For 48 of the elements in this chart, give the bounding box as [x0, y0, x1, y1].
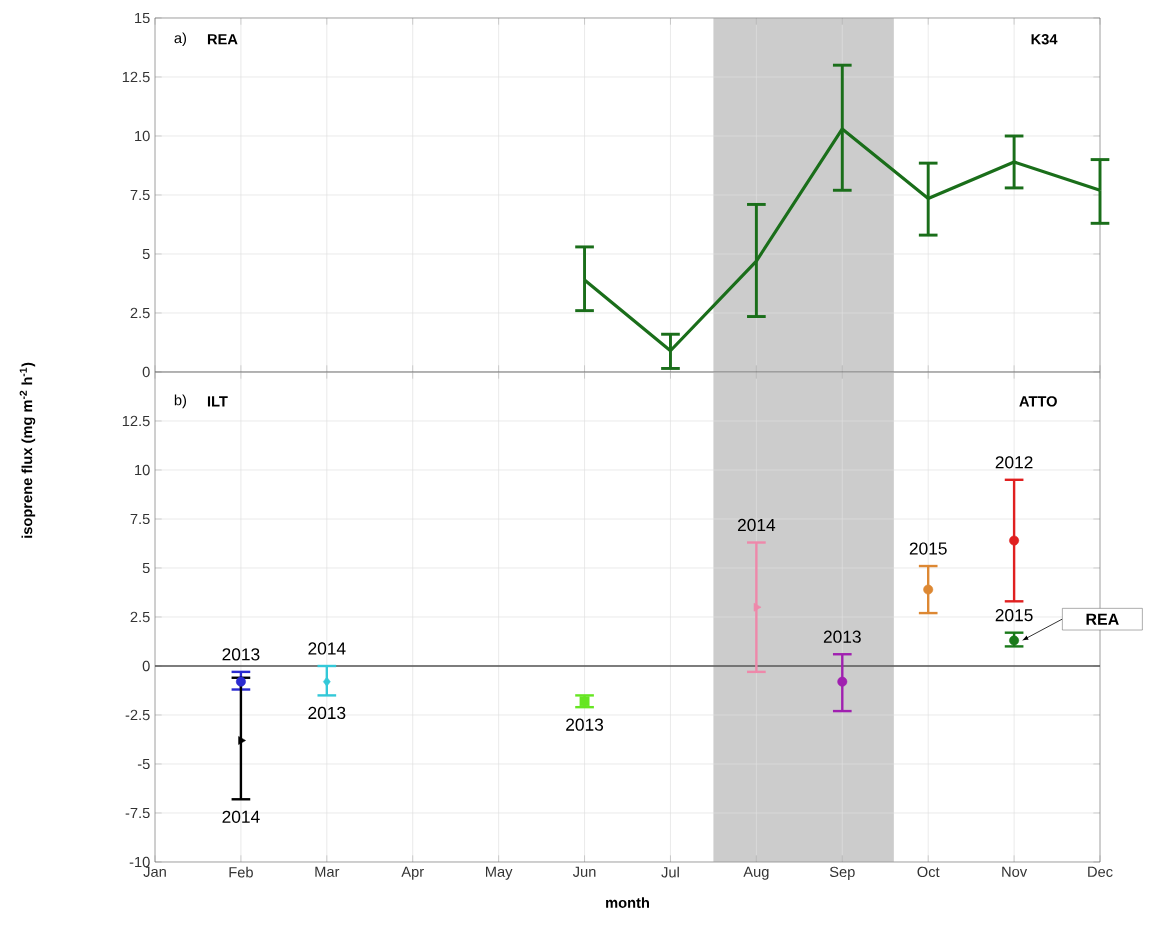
annotation: REA	[207, 34, 238, 45]
annotation: 2012	[995, 456, 1033, 469]
annotation: 2013	[566, 718, 604, 731]
x-tick-label: Sep	[829, 866, 855, 880]
annotation: 2014	[222, 810, 260, 823]
x-tick-label: Oct	[917, 866, 940, 878]
x-tick-label: Jan	[143, 866, 166, 877]
annotation: 2014	[308, 642, 346, 655]
y-tick-label: 12.5	[122, 415, 150, 427]
x-tick-label: Nov	[1002, 866, 1028, 877]
y-tick-label: 0	[142, 366, 150, 378]
y-tick-label: 5	[142, 248, 150, 260]
x-tick-label: Apr	[401, 866, 424, 880]
y-tick-label: 7.5	[130, 513, 150, 525]
x-tick-label: Jun	[572, 866, 596, 877]
y-tick-label: 12.5	[122, 71, 150, 83]
x-tick-label: Feb	[229, 866, 253, 878]
annotation: a)	[174, 32, 187, 47]
y-tick-label: 10	[135, 130, 150, 142]
annotation: ILT	[207, 396, 228, 407]
x-tick-label: Dec	[1088, 866, 1113, 877]
annotation: 2015	[995, 609, 1033, 622]
x-axis-title: month	[606, 897, 649, 908]
x-tick-label: Mar	[315, 866, 340, 877]
annotation: b)	[174, 394, 187, 409]
annotation: 2013	[222, 648, 260, 661]
y-tick-label: 0	[142, 660, 150, 672]
annotation: REA	[1086, 613, 1119, 625]
y-tick-label: -10	[129, 856, 150, 868]
x-tick-label: May	[486, 866, 513, 880]
y-tick-label: -5	[137, 758, 150, 770]
x-tick-label: Aug	[743, 866, 769, 880]
y-tick-label: -7.5	[125, 807, 150, 819]
y-tick-label: 10	[135, 464, 150, 476]
y-tick-label: 5	[142, 562, 150, 574]
x-tick-label: Jul	[661, 866, 679, 878]
annotation: ATTO	[1019, 396, 1057, 407]
y-tick-label: -2.5	[125, 709, 150, 721]
annotation: 2013	[823, 630, 861, 643]
annotation: 2013	[308, 706, 346, 720]
y-tick-label: 2.5	[130, 307, 150, 319]
annotation: 2015	[909, 542, 947, 555]
y-tick-label: 2.5	[130, 611, 150, 623]
y-tick-label: 15	[135, 12, 150, 24]
annotation: 2014	[737, 518, 776, 532]
annotation: K34	[1031, 34, 1058, 45]
y-tick-label: 7.5	[130, 189, 150, 201]
y-axis-title: isoprene flux (mg m$^{-2}$ h$^{-1}$)	[19, 362, 36, 538]
